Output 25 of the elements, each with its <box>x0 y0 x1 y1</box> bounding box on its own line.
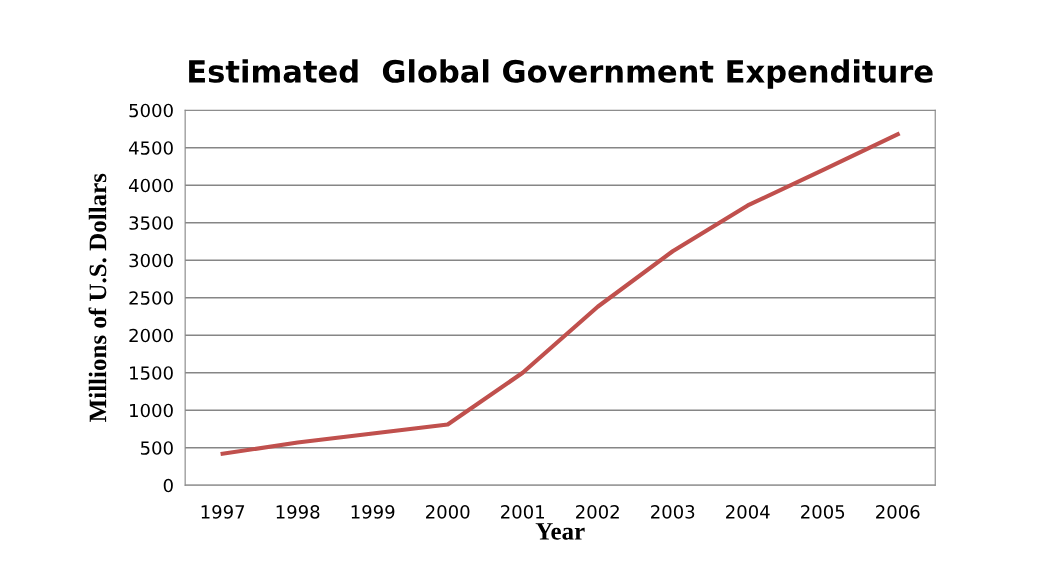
y-tick-label: 4000 <box>128 178 173 193</box>
y-axis-title: Millions of U.S. Dollars <box>88 173 107 422</box>
y-tick-label: 500 <box>140 441 173 455</box>
x-tick-label: 1998 <box>276 505 320 519</box>
line-series <box>220 132 900 456</box>
y-tick-label: 3000 <box>129 253 173 268</box>
x-tick-label: 1997 <box>201 505 245 519</box>
y-tick-label: 5000 <box>129 103 173 118</box>
chart-title: Estimated Global Government Expenditure <box>189 59 933 89</box>
y-tick-label: 2500 <box>129 291 173 305</box>
y-tick-label: 1000 <box>130 403 173 418</box>
x-tick-label: 2001 <box>501 505 544 519</box>
y-tick-label: 4500 <box>128 141 173 155</box>
y-tick-label: 2000 <box>129 328 173 343</box>
x-tick-label: 1999 <box>351 505 395 519</box>
y-tick-label: 3500 <box>129 216 173 230</box>
y-tick-label: 0 <box>163 478 173 493</box>
x-tick-label: 2000 <box>426 505 470 519</box>
x-axis-title: Year <box>535 523 585 540</box>
x-tick-label: 2003 <box>651 505 695 519</box>
x-tick-label: 2006 <box>876 505 920 519</box>
x-tick-label: 2004 <box>726 505 770 519</box>
x-tick-label: 2005 <box>801 505 845 519</box>
y-tick-label: 1500 <box>130 366 173 380</box>
x-tick-label: 2002 <box>576 505 619 519</box>
